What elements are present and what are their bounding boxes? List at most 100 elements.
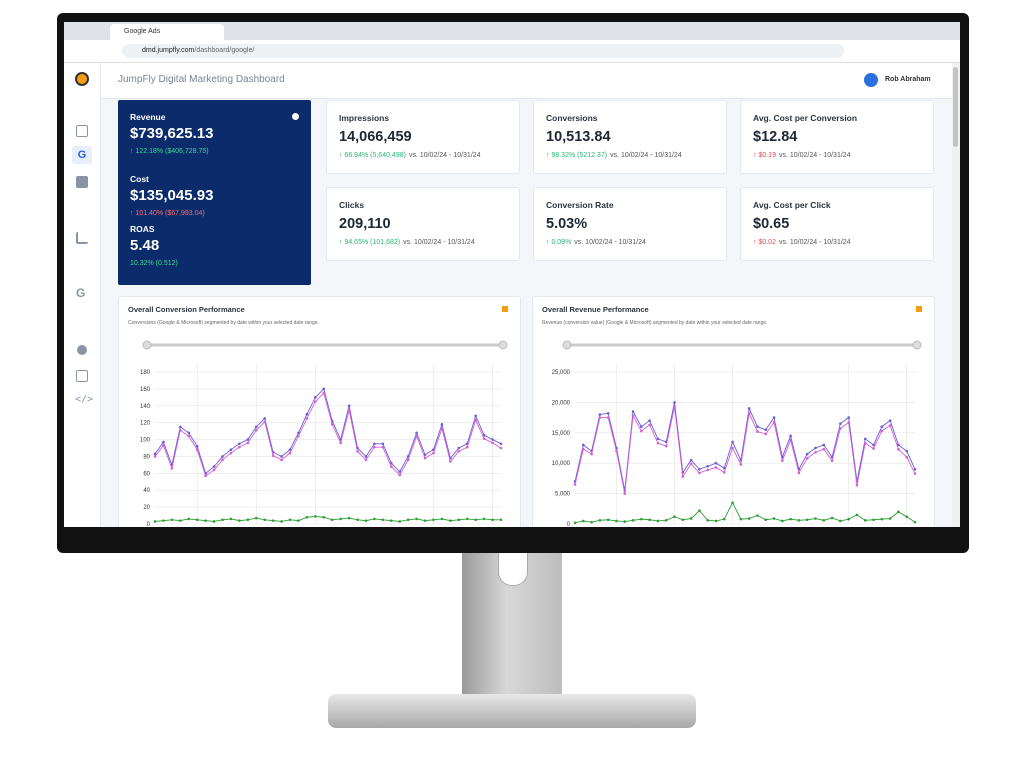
point bbox=[648, 419, 651, 422]
point bbox=[863, 441, 867, 445]
point bbox=[581, 447, 585, 451]
series-line bbox=[574, 501, 916, 524]
kpi-change-line: ↑ 94.65% (101,682) vs. 10/02/24 - 10/31/2… bbox=[339, 239, 478, 246]
point bbox=[305, 412, 309, 416]
point bbox=[339, 517, 342, 521]
summary-label: Cost bbox=[130, 174, 149, 184]
point bbox=[731, 440, 734, 444]
point bbox=[440, 423, 444, 426]
kpi-value: $12.84 bbox=[753, 129, 798, 145]
point bbox=[406, 518, 410, 522]
point bbox=[162, 444, 165, 447]
summary-label: ROAS bbox=[130, 224, 155, 234]
point bbox=[491, 441, 494, 445]
help-icon[interactable] bbox=[292, 113, 299, 120]
point bbox=[673, 515, 676, 519]
point bbox=[897, 443, 900, 447]
point bbox=[789, 438, 792, 442]
point bbox=[314, 396, 317, 399]
point bbox=[805, 457, 809, 460]
point bbox=[263, 420, 267, 424]
point bbox=[640, 517, 643, 521]
point bbox=[905, 515, 909, 519]
nav-apps[interactable] bbox=[76, 176, 88, 188]
point bbox=[656, 441, 660, 445]
url-field[interactable]: dmd.jumpfly.com/dashboard/google/ bbox=[122, 44, 844, 58]
nav-grid[interactable] bbox=[76, 125, 88, 137]
point bbox=[673, 401, 676, 404]
point bbox=[364, 458, 368, 462]
point bbox=[195, 445, 199, 448]
nav-google-active[interactable]: G bbox=[72, 146, 92, 164]
kpi-card: Impressions 14,066,459 ↑ 66.94% (5,640,498… bbox=[326, 100, 520, 174]
nav-info[interactable] bbox=[77, 345, 87, 355]
point bbox=[681, 475, 685, 478]
point bbox=[246, 441, 250, 445]
export-icon[interactable] bbox=[916, 306, 922, 312]
point bbox=[356, 518, 359, 522]
point bbox=[789, 434, 792, 438]
point bbox=[606, 416, 610, 419]
point bbox=[195, 448, 199, 451]
neck-slot bbox=[498, 553, 528, 586]
series-line bbox=[574, 402, 916, 491]
point bbox=[640, 425, 643, 429]
point bbox=[465, 517, 469, 521]
nav-message[interactable] bbox=[76, 370, 88, 382]
point bbox=[254, 516, 258, 520]
scrollbar bbox=[952, 63, 960, 527]
kpi-card: Conversion Rate 5.03% ↑ 0.09% vs. 10/02/24 … bbox=[533, 187, 727, 261]
series-line bbox=[154, 392, 502, 477]
browser-tab[interactable]: Google Ads bbox=[110, 24, 224, 40]
point bbox=[590, 520, 593, 524]
point bbox=[731, 501, 734, 505]
point bbox=[179, 425, 182, 429]
point bbox=[739, 517, 743, 521]
point bbox=[162, 519, 165, 522]
point bbox=[297, 434, 300, 438]
point bbox=[805, 518, 809, 522]
point bbox=[640, 429, 643, 433]
user-name[interactable]: Rob Abraham bbox=[885, 76, 931, 83]
point bbox=[153, 452, 157, 456]
point bbox=[847, 517, 850, 521]
kpi-change-line: ↑ 98.32% (5212.37) vs. 10/02/24 - 10/31/2… bbox=[546, 152, 685, 159]
point bbox=[187, 517, 191, 521]
point bbox=[440, 427, 444, 430]
point bbox=[314, 515, 317, 518]
point bbox=[415, 434, 418, 438]
point bbox=[706, 464, 709, 468]
nav-google[interactable]: G bbox=[76, 286, 86, 300]
export-icon[interactable] bbox=[502, 306, 508, 312]
point bbox=[398, 473, 402, 477]
point bbox=[204, 474, 207, 478]
point bbox=[872, 443, 875, 447]
point bbox=[656, 519, 660, 523]
point bbox=[698, 467, 701, 471]
point bbox=[474, 518, 477, 522]
point bbox=[423, 456, 427, 460]
point bbox=[689, 462, 693, 466]
point bbox=[398, 520, 402, 523]
point bbox=[415, 431, 418, 435]
point bbox=[698, 471, 701, 475]
nav-code[interactable]: </> bbox=[75, 394, 94, 405]
point bbox=[179, 428, 182, 432]
point bbox=[739, 463, 743, 466]
point bbox=[648, 423, 651, 427]
point bbox=[280, 520, 283, 523]
y-tick-label: 25,000 bbox=[552, 370, 571, 376]
point bbox=[872, 447, 875, 450]
point bbox=[474, 414, 477, 418]
point bbox=[263, 417, 267, 420]
point bbox=[913, 520, 917, 524]
avatar[interactable] bbox=[864, 73, 878, 87]
chart-title: Overall Revenue Performance bbox=[542, 305, 649, 314]
point bbox=[457, 450, 461, 453]
point bbox=[482, 517, 486, 521]
point bbox=[271, 519, 275, 522]
point bbox=[797, 471, 801, 475]
nav-chart[interactable] bbox=[76, 232, 88, 244]
point bbox=[415, 517, 418, 521]
